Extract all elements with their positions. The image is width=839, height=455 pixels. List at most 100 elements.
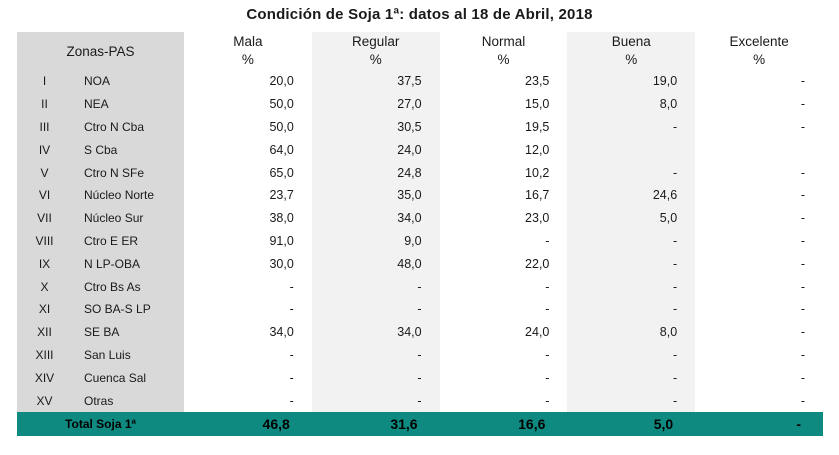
total-value: 31,6 (311, 411, 440, 436)
table-row: V Ctro N SFe 65,0 24,8 10,2 - - (17, 161, 823, 184)
zone-number: XI (17, 297, 72, 321)
value-cell: - (289, 279, 294, 294)
zone-number: VII (17, 206, 72, 230)
zone-number: XV (17, 389, 72, 412)
value-cell: - (289, 302, 294, 317)
col-header-excelente: Excelente% (695, 32, 823, 70)
value-cell: - (311, 275, 440, 298)
value-cell: 12,0 (525, 142, 550, 157)
value-cell: - (545, 393, 550, 408)
total-value: - (695, 411, 823, 436)
table-row: VII Núcleo Sur 38,0 34,0 23,0 5,0 - (17, 206, 823, 230)
table-row: X Ctro Bs As - - - - - (17, 275, 823, 298)
value-cell: 5,0 (567, 206, 696, 230)
value-cell: 20,0 (269, 74, 294, 89)
total-row: Total Soja 1ª 46,8 31,6 16,6 5,0- (17, 411, 823, 436)
table-row: I NOA 20,0 37,5 23,5 19,0 - (17, 70, 823, 93)
value-cell: 24,0 (311, 138, 440, 162)
value-cell: - (545, 370, 550, 385)
value-cell: - (800, 211, 805, 226)
col-label: Excelente (729, 34, 789, 49)
zone-number: XIV (17, 366, 72, 390)
value-cell: 50,0 (269, 119, 294, 134)
col-unit: % (369, 52, 382, 67)
value-cell: - (800, 347, 805, 362)
zone-name: Ctro E ER (72, 229, 184, 253)
value-cell: - (800, 119, 805, 134)
value-cell: - (567, 229, 696, 253)
col-unit: % (625, 52, 638, 67)
total-value: 46,8 (184, 411, 312, 436)
value-cell: 22,0 (525, 256, 550, 271)
value-cell: - (800, 233, 805, 248)
total-label: Total Soja 1ª (17, 411, 184, 436)
zone-number: I (17, 70, 72, 93)
value-cell: 37,5 (311, 70, 440, 93)
zone-name: Ctro Bs As (72, 275, 184, 298)
value-cell: - (567, 366, 696, 390)
zone-name: Núcleo Norte (72, 183, 184, 207)
value-cell: 23,7 (269, 188, 294, 203)
value-cell: - (311, 343, 440, 367)
zone-name: N LP-OBA (72, 252, 184, 276)
value-cell: 48,0 (311, 252, 440, 276)
value-cell: - (567, 297, 696, 321)
value-cell: - (800, 370, 805, 385)
value-cell: - (800, 165, 805, 180)
value-cell: - (567, 275, 696, 298)
value-cell: 19,5 (525, 119, 550, 134)
zone-number: V (17, 161, 72, 184)
zone-name: SO BA-S LP (72, 297, 184, 321)
value-cell: - (800, 188, 805, 203)
value-cell: - (545, 279, 550, 294)
value-cell: - (567, 389, 696, 412)
value-cell: 8,0 (567, 92, 696, 116)
col-label: Buena (611, 34, 651, 49)
zone-name: San Luis (72, 343, 184, 367)
value-cell: 91,0 (269, 233, 294, 248)
zone-name: Núcleo Sur (72, 206, 184, 230)
col-label: Mala (233, 34, 263, 49)
soybean-condition-table: Zonas-PAS Mala% Regular% Normal% Buena% … (17, 32, 823, 436)
value-cell (695, 138, 823, 161)
value-cell: - (311, 366, 440, 390)
value-cell: 23,5 (525, 74, 550, 89)
value-cell: 24,6 (567, 183, 696, 207)
total-value: 16,6 (439, 411, 568, 436)
value-cell: 10,2 (525, 165, 550, 180)
col-label: Normal (481, 34, 526, 49)
value-cell: - (311, 297, 440, 321)
table-row: XIII San Luis - - - - - (17, 343, 823, 367)
total-value: 5,0 (567, 411, 696, 436)
zone-number: XIII (17, 343, 72, 367)
value-cell: - (545, 233, 550, 248)
table-row: XIV Cuenca Sal - - - - - (17, 366, 823, 390)
zone-name: Cuenca Sal (72, 366, 184, 390)
value-cell: - (800, 256, 805, 271)
value-cell: 34,0 (311, 206, 440, 230)
zone-number: IV (17, 138, 72, 162)
value-cell: - (545, 302, 550, 317)
zone-number: VI (17, 183, 72, 207)
value-cell: - (800, 279, 805, 294)
table-row: XV Otras - - - - - (17, 389, 823, 412)
zone-number: II (17, 92, 72, 116)
value-cell: 16,7 (525, 188, 550, 203)
table-row: XI SO BA-S LP - - - - - (17, 297, 823, 321)
value-cell: - (800, 325, 805, 340)
table-title: Condición de Soja 1ª: datos al 18 de Abr… (246, 6, 593, 23)
value-cell: - (289, 347, 294, 362)
zone-name: NOA (72, 70, 184, 93)
col-unit: % (497, 52, 510, 67)
zone-name: Otras (72, 389, 184, 412)
value-cell: 65,0 (269, 165, 294, 180)
value-cell: 64,0 (269, 142, 294, 157)
value-cell: - (567, 343, 696, 367)
value-cell: 15,0 (525, 97, 550, 112)
col-header-regular: Regular% (311, 32, 440, 70)
table-row: II NEA 50,0 27,0 15,0 8,0 - (17, 92, 823, 116)
col-header-buena: Buena% (567, 32, 696, 70)
value-cell: - (289, 370, 294, 385)
value-cell: - (800, 393, 805, 408)
table-row: VIII Ctro E ER 91,0 9,0 - - - (17, 229, 823, 253)
